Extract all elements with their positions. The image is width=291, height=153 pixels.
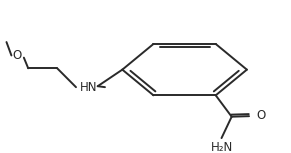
Text: O: O xyxy=(256,109,265,122)
Text: H₂N: H₂N xyxy=(210,141,233,153)
Text: O: O xyxy=(12,49,21,62)
Text: HN: HN xyxy=(80,81,98,94)
